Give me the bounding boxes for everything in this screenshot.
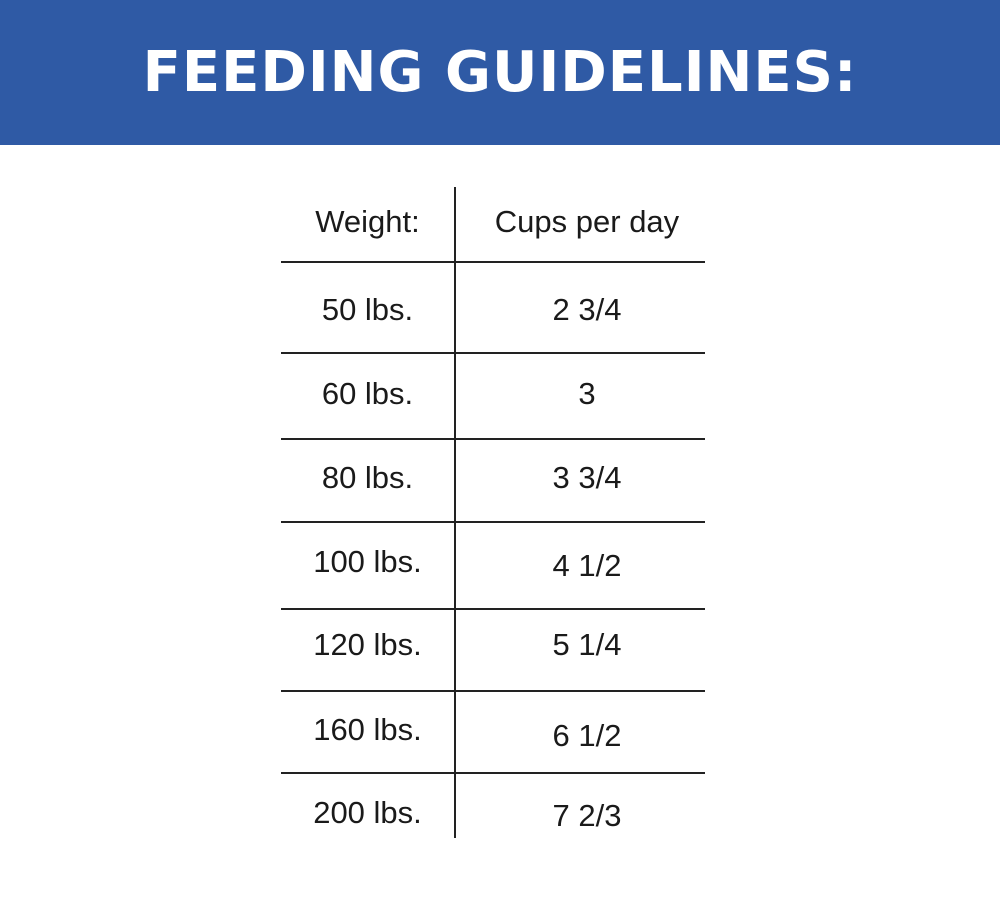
header-cups: Cups per day (494, 204, 680, 239)
weight-cell: 160 lbs. (313, 712, 422, 747)
row-divider (281, 352, 705, 354)
row-divider (281, 521, 705, 523)
cups-cell: 3 3/4 (552, 460, 622, 495)
cups-cell: 3 (578, 376, 596, 411)
weight-cell: 120 lbs. (313, 627, 422, 662)
row-divider (281, 772, 705, 774)
row-divider (281, 261, 705, 263)
column-divider (454, 187, 456, 838)
row-divider (281, 608, 705, 610)
header-weight: Weight: (315, 204, 420, 239)
weight-cell: 60 lbs. (321, 376, 414, 411)
page-title: FEEDING GUIDELINES: (142, 40, 858, 105)
weight-cell: 50 lbs. (321, 292, 414, 327)
cups-cell: 5 1/4 (552, 627, 622, 662)
cups-cell: 2 3/4 (552, 292, 622, 327)
row-divider (281, 690, 705, 692)
weight-cell: 200 lbs. (313, 795, 422, 830)
weight-cell: 100 lbs. (313, 544, 422, 579)
weight-cell: 80 lbs. (321, 460, 414, 495)
cups-cell: 4 1/2 (552, 548, 622, 583)
title-banner: FEEDING GUIDELINES: (0, 0, 1000, 145)
cups-cell: 6 1/2 (552, 718, 622, 753)
row-divider (281, 438, 705, 440)
cups-cell: 7 2/3 (552, 798, 622, 833)
